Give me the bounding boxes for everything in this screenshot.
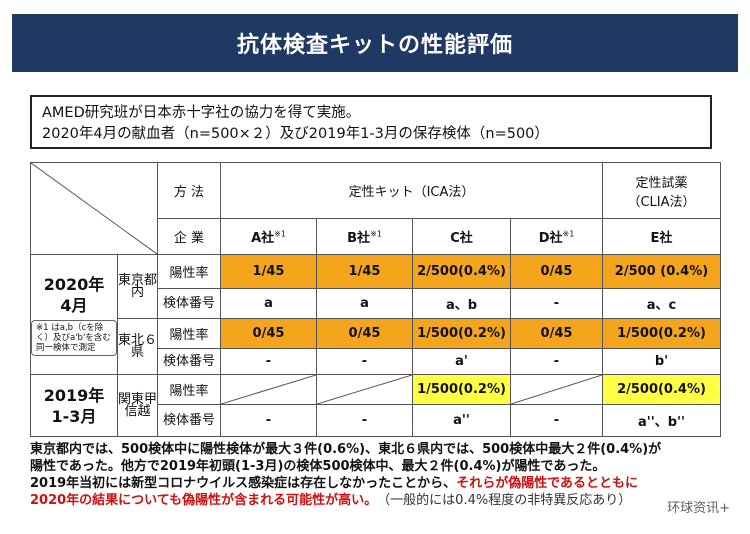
kanto-id-e: a''、b'' (602, 404, 721, 437)
summary-text: 東京都内では、500検体中に陽性検体が最大３件(0.6%)、東北６県内では、50… (30, 441, 730, 509)
qual-reagent-header: 定性試薬 （CLIA法） (602, 162, 721, 219)
company-label: 企 業 (157, 218, 221, 255)
tohoku-id-b: - (316, 348, 413, 375)
company-b: B社※1 (316, 218, 413, 255)
qual-reagent-sub: （CLIA法） (627, 194, 696, 210)
tohoku-rate-e: 1/500(0.2%) (602, 318, 721, 349)
tokyo-rate-c: 2/500(0.4%) (412, 254, 511, 289)
note-2020: ※1 はa,b（cを除く）及びa'b'を含む同一検体で測定 (31, 319, 117, 356)
slide-title: 抗体検査キットの性能評価 (12, 14, 738, 72)
tohoku-rate-b: 0/45 (316, 318, 413, 349)
kanto-id-d: - (510, 404, 603, 437)
qual-reagent-label: 定性試薬 (635, 175, 688, 191)
kanto-rate-e: 2/500(0.4%) (602, 374, 721, 405)
tokyo-rate-d: 0/45 (510, 254, 603, 289)
tokyo-rate-a: 1/45 (220, 254, 317, 289)
period-2019-cell: 2019年 1-3月 (30, 374, 118, 437)
kanto-rate-label: 陽性率 (157, 374, 221, 405)
tohoku-id-label: 検体番号 (157, 348, 221, 375)
kanto-rate-a-empty (220, 374, 317, 405)
summary-line-2: 陽性であった。他方で2019年初頭(1-3月)の検体500検体中、最大２件(0.… (30, 459, 606, 474)
period-2019-month: 1-3月 (51, 406, 97, 426)
tohoku-id-e: b' (602, 348, 721, 375)
kanto-id-c: a'' (412, 404, 511, 437)
tokyo-id-a: a (220, 288, 317, 319)
summary-line-4: 2020年の結果についても偽陽性が含まれる可能性が高い。 （一般的には0.4%程… (30, 493, 632, 508)
qual-kit-header: 定性キット（ICA法） (220, 162, 603, 219)
method-label: 方 法 (157, 162, 221, 219)
results-table: 方 法 定性キット（ICA法） 定性試薬 （CLIA法） 企 業 A社※1 B社… (30, 162, 721, 437)
tokyo-id-e: a、c (602, 288, 721, 319)
kanto-id-label: 検体番号 (157, 404, 221, 437)
tokyo-id-b: a (316, 288, 413, 319)
period-2020-cell: 2020年 4月 ※1 はa,b（cを除く）及びa'b'を含む同一検体で測定 (30, 254, 118, 375)
tohoku-id-c: a' (412, 348, 511, 375)
company-c: C社 (412, 218, 511, 255)
tokyo-rate-e: 2/500 (0.4%) (602, 254, 721, 289)
company-d: D社※1 (510, 218, 603, 255)
study-info-line-1: AMED研究班が日本赤十字社の協力を得て実施。 (42, 105, 361, 121)
corner-diagonal (31, 163, 157, 254)
tohoku-id-a: - (220, 348, 317, 375)
tokyo-rate-label: 陽性率 (157, 254, 221, 289)
region-tohoku: 東北６県 (117, 318, 158, 375)
kanto-rate-c: 1/500(0.2%) (412, 374, 511, 405)
region-tokyo: 東京都内 (117, 254, 158, 319)
tohoku-rate-d: 0/45 (510, 318, 603, 349)
period-2020-year: 2020年 (43, 274, 105, 294)
tokyo-rate-b: 1/45 (316, 254, 413, 289)
study-info-box: AMED研究班が日本赤十字社の協力を得て実施。 2020年4月の献血者（n=50… (30, 95, 712, 149)
period-2019-year: 2019年 (43, 385, 105, 405)
watermark: 环球资讯+ (667, 501, 730, 516)
tokyo-id-label: 検体番号 (157, 288, 221, 319)
tohoku-rate-a: 0/45 (220, 318, 317, 349)
summary-line-3: 2019年当初には新型コロナウイルス感染症は存在しなかったことから、それらが偽陽… (30, 476, 639, 491)
tokyo-id-d: - (510, 288, 603, 319)
company-e: E社 (602, 218, 721, 255)
study-info-line-2: 2020年4月の献血者（n=500×２）及び2019年1-3月の保存検体（n=5… (42, 126, 549, 142)
tokyo-id-c: a、b (412, 288, 511, 319)
kanto-id-a: - (220, 404, 317, 437)
tohoku-rate-label: 陽性率 (157, 318, 221, 349)
tohoku-id-d: - (510, 348, 603, 375)
tohoku-rate-c: 1/500(0.2%) (412, 318, 511, 349)
corner-cell (30, 162, 158, 255)
period-2020-month: 4月 (60, 295, 88, 315)
kanto-id-b: - (316, 404, 413, 437)
region-kanto: 関東甲信越 (117, 374, 158, 437)
kanto-rate-d-empty (510, 374, 603, 405)
kanto-rate-b-empty (316, 374, 413, 405)
company-a: A社※1 (220, 218, 317, 255)
summary-line-1: 東京都内では、500検体中に陽性検体が最大３件(0.6%)、東北６県内では、50… (30, 442, 662, 457)
